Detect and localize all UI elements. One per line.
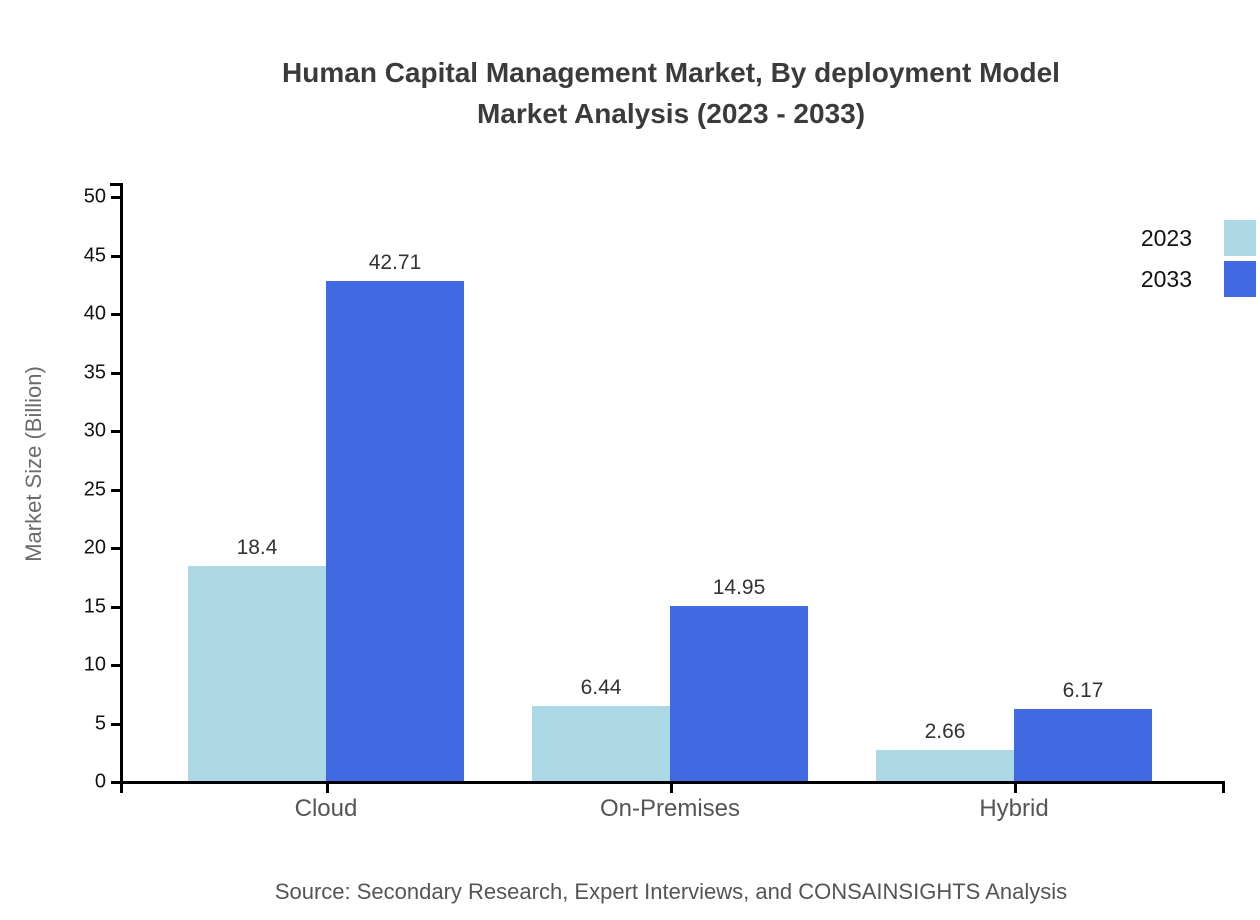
y-tick-mark <box>111 605 120 609</box>
bar-value-label: 2.66 <box>924 719 966 743</box>
legend: 2023 2033 <box>1141 220 1256 302</box>
x-axis-end-tick <box>1222 784 1225 793</box>
bar-value-label: 6.44 <box>580 675 622 699</box>
legend-swatch-2033 <box>1224 261 1256 297</box>
bar-value-label: 14.95 <box>712 576 766 600</box>
y-tick-label: 10 <box>83 653 106 676</box>
y-tick-label: 25 <box>83 478 106 500</box>
x-axis-start-tick <box>120 784 123 793</box>
y-tick-mark <box>111 488 120 492</box>
chart-title-line1: Human Capital Management Market, By depl… <box>282 57 1060 88</box>
y-tick-label: 5 <box>94 712 106 734</box>
y-tick-mark <box>111 254 120 258</box>
legend-swatch-2023 <box>1224 220 1256 256</box>
bar-2033-cloud <box>326 281 464 781</box>
bar-value-label: 6.17 <box>1062 678 1104 702</box>
category-label-cloud: Cloud <box>294 795 358 822</box>
y-tick-label: 0 <box>94 770 106 793</box>
bar-2033-hybrid <box>1014 708 1152 781</box>
y-tick-mark <box>111 196 120 199</box>
y-tick-label: 15 <box>83 595 106 617</box>
y-tick-label: 40 <box>83 302 106 325</box>
bar-value-label: 42.71 <box>368 251 422 275</box>
y-axis-end-cap <box>110 183 120 186</box>
y-tick-label: 45 <box>83 244 106 266</box>
bar-2033-on-premises <box>670 606 808 781</box>
y-tick-mark <box>111 547 120 550</box>
bar-value-label: 18.4 <box>236 535 278 559</box>
x-tick-mark <box>326 784 329 793</box>
bar-2023-on-premises <box>532 705 670 781</box>
y-tick-mark <box>111 722 120 726</box>
bar-2023-cloud <box>188 565 326 781</box>
legend-label-2023: 2023 <box>1140 224 1192 251</box>
bar-2023-hybrid <box>876 749 1014 781</box>
y-tick-mark <box>111 430 120 433</box>
y-tick-mark <box>111 371 120 375</box>
y-tick-mark <box>111 781 120 784</box>
legend-item-2023: 2023 <box>1141 220 1256 256</box>
chart-title: Human Capital Management Market, By depl… <box>120 52 1222 134</box>
category-label-hybrid: Hybrid <box>979 795 1049 822</box>
x-tick-mark <box>670 784 673 793</box>
category-label-on-premises: On-Premises <box>599 795 741 822</box>
y-axis-line <box>120 183 123 784</box>
x-axis-line <box>120 781 1225 784</box>
y-tick-label: 20 <box>83 536 106 559</box>
y-tick-mark <box>111 664 120 667</box>
y-tick-label: 30 <box>83 419 106 442</box>
y-tick-label: 35 <box>83 361 106 383</box>
chart-title-line2: Market Analysis (2023 - 2033) <box>476 98 866 129</box>
y-tick-mark <box>111 313 120 316</box>
legend-label-2033: 2033 <box>1140 265 1192 292</box>
legend-item-2033: 2033 <box>1141 261 1256 297</box>
source-note: Source: Secondary Research, Expert Inter… <box>274 879 1068 904</box>
x-tick-mark <box>1014 784 1017 793</box>
y-tick-label: 50 <box>83 185 106 208</box>
